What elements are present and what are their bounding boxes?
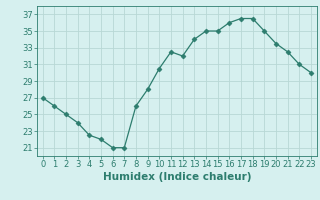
X-axis label: Humidex (Indice chaleur): Humidex (Indice chaleur) <box>102 172 251 182</box>
